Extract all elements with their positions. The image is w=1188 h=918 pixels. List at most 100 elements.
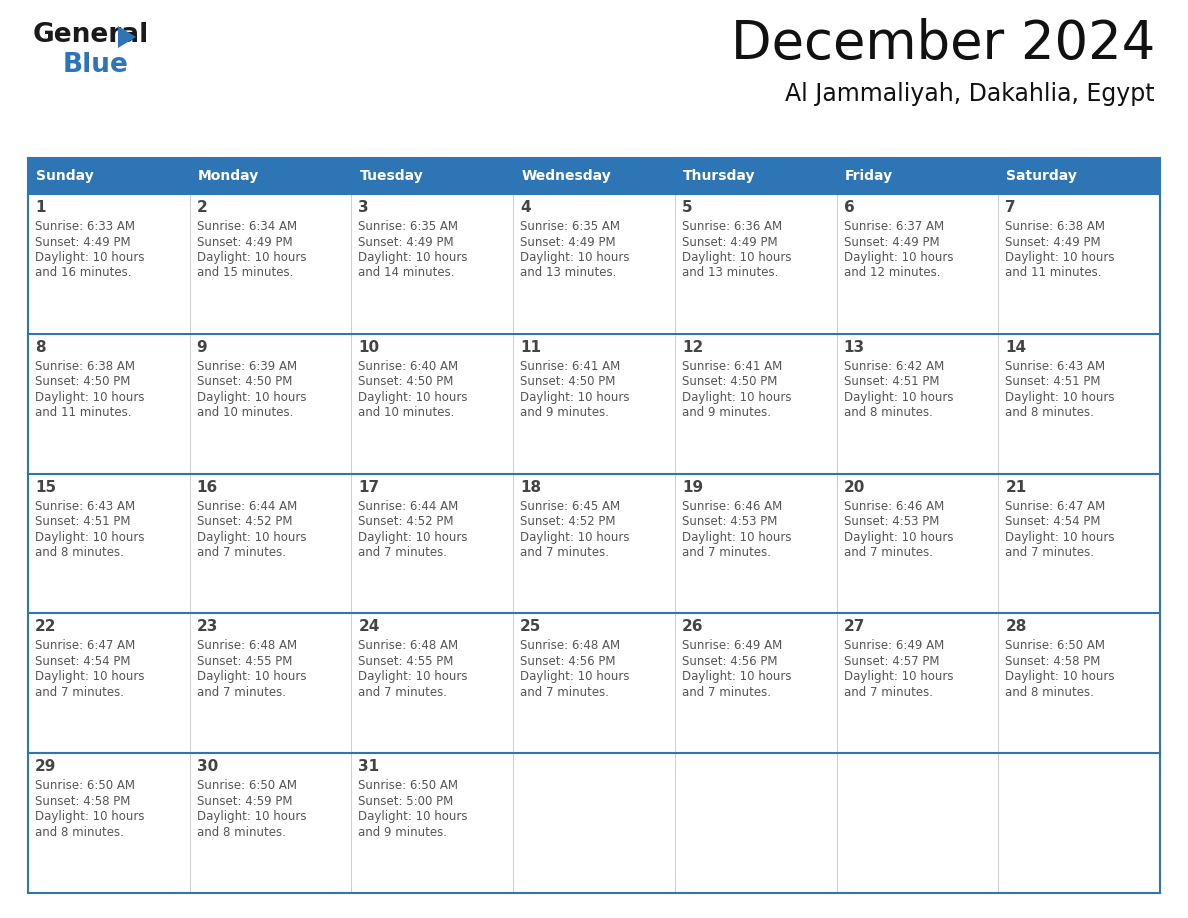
Text: Daylight: 10 hours: Daylight: 10 hours — [1005, 670, 1114, 683]
Text: Sunset: 5:00 PM: Sunset: 5:00 PM — [359, 795, 454, 808]
Text: Sunset: 4:50 PM: Sunset: 4:50 PM — [682, 375, 777, 388]
Text: 9: 9 — [197, 340, 208, 354]
Text: Sunset: 4:50 PM: Sunset: 4:50 PM — [520, 375, 615, 388]
Text: 22: 22 — [34, 620, 57, 634]
Text: Sunrise: 6:41 AM: Sunrise: 6:41 AM — [520, 360, 620, 373]
Text: Sunrise: 6:35 AM: Sunrise: 6:35 AM — [359, 220, 459, 233]
Text: Sunrise: 6:47 AM: Sunrise: 6:47 AM — [1005, 499, 1106, 512]
Text: and 7 minutes.: and 7 minutes. — [359, 686, 448, 699]
Text: Daylight: 10 hours: Daylight: 10 hours — [682, 251, 791, 264]
Bar — [675, 753, 836, 893]
Text: Sunrise: 6:50 AM: Sunrise: 6:50 AM — [197, 779, 297, 792]
Text: and 7 minutes.: and 7 minutes. — [843, 686, 933, 699]
Bar — [998, 194, 1159, 334]
Text: 21: 21 — [1005, 479, 1026, 495]
Text: Sunset: 4:56 PM: Sunset: 4:56 PM — [520, 655, 615, 668]
Bar — [352, 194, 513, 334]
Text: and 8 minutes.: and 8 minutes. — [34, 546, 124, 559]
Text: Sunset: 4:55 PM: Sunset: 4:55 PM — [197, 655, 292, 668]
Text: Daylight: 10 hours: Daylight: 10 hours — [682, 670, 791, 683]
Bar — [675, 334, 836, 474]
Text: Sunrise: 6:48 AM: Sunrise: 6:48 AM — [197, 640, 297, 653]
Bar — [190, 194, 352, 334]
Text: Sunset: 4:49 PM: Sunset: 4:49 PM — [359, 236, 454, 249]
Bar — [513, 613, 675, 753]
Text: Sunrise: 6:50 AM: Sunrise: 6:50 AM — [1005, 640, 1105, 653]
Text: Sunset: 4:58 PM: Sunset: 4:58 PM — [34, 795, 131, 808]
Bar — [29, 474, 190, 613]
Text: Sunrise: 6:46 AM: Sunrise: 6:46 AM — [843, 499, 943, 512]
Text: Daylight: 10 hours: Daylight: 10 hours — [1005, 391, 1114, 404]
Text: 13: 13 — [843, 340, 865, 354]
Text: Sunrise: 6:45 AM: Sunrise: 6:45 AM — [520, 499, 620, 512]
Text: Daylight: 10 hours: Daylight: 10 hours — [197, 531, 307, 543]
Text: Sunset: 4:58 PM: Sunset: 4:58 PM — [1005, 655, 1100, 668]
Text: and 7 minutes.: and 7 minutes. — [1005, 546, 1094, 559]
Text: and 15 minutes.: and 15 minutes. — [197, 266, 293, 279]
Bar — [836, 753, 998, 893]
Text: Daylight: 10 hours: Daylight: 10 hours — [520, 670, 630, 683]
Text: 5: 5 — [682, 200, 693, 215]
Text: 8: 8 — [34, 340, 45, 354]
Text: Sunset: 4:52 PM: Sunset: 4:52 PM — [520, 515, 615, 528]
Bar — [352, 158, 513, 194]
Text: Sunset: 4:51 PM: Sunset: 4:51 PM — [34, 515, 131, 528]
Bar — [352, 613, 513, 753]
Bar — [190, 753, 352, 893]
Text: Daylight: 10 hours: Daylight: 10 hours — [34, 811, 145, 823]
Text: Sunrise: 6:47 AM: Sunrise: 6:47 AM — [34, 640, 135, 653]
Text: Daylight: 10 hours: Daylight: 10 hours — [843, 531, 953, 543]
Bar — [836, 474, 998, 613]
Text: and 9 minutes.: and 9 minutes. — [520, 407, 609, 420]
Text: 19: 19 — [682, 479, 703, 495]
Text: and 11 minutes.: and 11 minutes. — [34, 407, 132, 420]
Text: Sunday: Sunday — [36, 169, 94, 183]
Text: Sunset: 4:51 PM: Sunset: 4:51 PM — [1005, 375, 1101, 388]
Text: and 8 minutes.: and 8 minutes. — [34, 825, 124, 839]
Text: and 13 minutes.: and 13 minutes. — [520, 266, 617, 279]
Text: Friday: Friday — [845, 169, 892, 183]
Text: Sunrise: 6:40 AM: Sunrise: 6:40 AM — [359, 360, 459, 373]
Text: December 2024: December 2024 — [731, 18, 1155, 70]
Text: Daylight: 10 hours: Daylight: 10 hours — [843, 670, 953, 683]
Bar — [998, 613, 1159, 753]
Text: Sunset: 4:49 PM: Sunset: 4:49 PM — [197, 236, 292, 249]
Text: and 8 minutes.: and 8 minutes. — [197, 825, 285, 839]
Text: Al Jammaliyah, Dakahlia, Egypt: Al Jammaliyah, Dakahlia, Egypt — [785, 82, 1155, 106]
Text: Sunrise: 6:37 AM: Sunrise: 6:37 AM — [843, 220, 943, 233]
Text: Sunrise: 6:43 AM: Sunrise: 6:43 AM — [1005, 360, 1105, 373]
Text: 26: 26 — [682, 620, 703, 634]
Text: Daylight: 10 hours: Daylight: 10 hours — [359, 670, 468, 683]
Text: and 9 minutes.: and 9 minutes. — [682, 407, 771, 420]
Text: Saturday: Saturday — [1006, 169, 1078, 183]
Text: Monday: Monday — [197, 169, 259, 183]
Text: and 16 minutes.: and 16 minutes. — [34, 266, 132, 279]
Bar — [190, 613, 352, 753]
Text: Sunrise: 6:36 AM: Sunrise: 6:36 AM — [682, 220, 782, 233]
Text: and 7 minutes.: and 7 minutes. — [682, 686, 771, 699]
Text: 6: 6 — [843, 200, 854, 215]
Bar — [836, 158, 998, 194]
Text: Sunrise: 6:38 AM: Sunrise: 6:38 AM — [34, 360, 135, 373]
Text: Tuesday: Tuesday — [360, 169, 423, 183]
Text: Sunrise: 6:50 AM: Sunrise: 6:50 AM — [34, 779, 135, 792]
Text: Sunrise: 6:33 AM: Sunrise: 6:33 AM — [34, 220, 135, 233]
Text: and 14 minutes.: and 14 minutes. — [359, 266, 455, 279]
Text: Sunset: 4:50 PM: Sunset: 4:50 PM — [359, 375, 454, 388]
Bar — [675, 613, 836, 753]
Text: Daylight: 10 hours: Daylight: 10 hours — [520, 251, 630, 264]
Text: Sunset: 4:55 PM: Sunset: 4:55 PM — [359, 655, 454, 668]
Text: and 7 minutes.: and 7 minutes. — [843, 546, 933, 559]
Text: Sunset: 4:53 PM: Sunset: 4:53 PM — [843, 515, 939, 528]
Bar — [998, 474, 1159, 613]
Text: 18: 18 — [520, 479, 542, 495]
Text: 28: 28 — [1005, 620, 1026, 634]
Text: General: General — [33, 22, 150, 48]
Text: Sunrise: 6:50 AM: Sunrise: 6:50 AM — [359, 779, 459, 792]
Bar — [998, 753, 1159, 893]
Bar — [352, 474, 513, 613]
Bar — [29, 334, 190, 474]
Text: Sunrise: 6:42 AM: Sunrise: 6:42 AM — [843, 360, 943, 373]
Text: 30: 30 — [197, 759, 217, 774]
Text: 3: 3 — [359, 200, 369, 215]
